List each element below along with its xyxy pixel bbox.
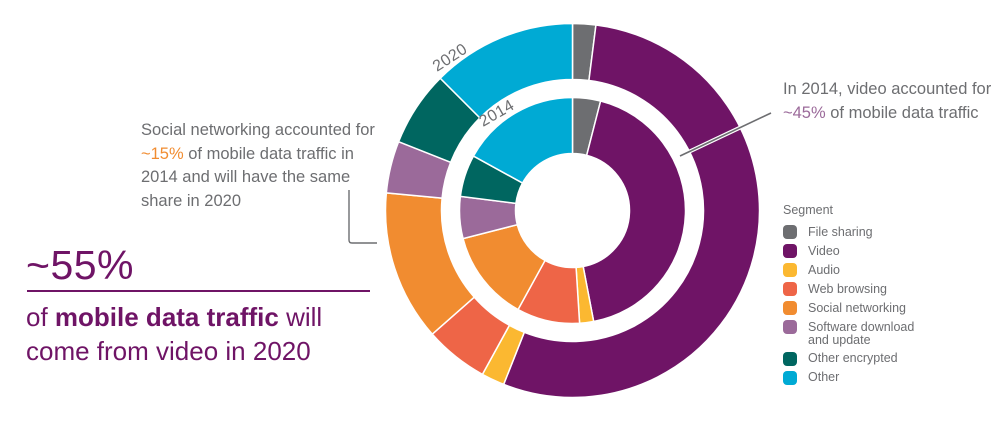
legend: Segment File sharing Video Audio Web browsi…	[783, 202, 993, 389]
legend-item: Other encrypted	[783, 351, 993, 366]
video-annotation: In 2014, video accounted for ~45% of mob…	[783, 78, 993, 125]
legend-title: Segment	[783, 203, 834, 217]
social-annotation-highlight: ~15%	[141, 144, 184, 163]
social-leader-line	[348, 190, 377, 244]
legend-swatch	[783, 263, 797, 277]
legend-label: Software download and update	[808, 319, 915, 347]
legend-swatch	[783, 370, 797, 385]
video-annotation-highlight: ~45%	[783, 103, 826, 122]
ring-2014	[458, 96, 687, 325]
headline-value: ~55%	[26, 242, 135, 288]
ring-2020	[384, 22, 761, 399]
legend-swatch	[783, 301, 797, 315]
social-annotation-text-end: of mobile data traffic in 2014 and will …	[141, 144, 354, 210]
social-annotation: Social networking accounted for ~15% of …	[141, 119, 391, 213]
legend-swatch	[783, 244, 797, 258]
headline-text-bold: mobile data traffic	[54, 302, 279, 332]
legend-item: Web browsing	[783, 281, 993, 296]
legend-swatch	[783, 282, 797, 296]
legend-swatch	[783, 351, 797, 366]
slice-2020-video	[502, 24, 761, 399]
headline-text-post: will come from video in 2020	[26, 302, 323, 366]
legend-item: Social networking	[783, 300, 993, 315]
headline-text-pre: of	[26, 302, 55, 332]
legend-label: Other	[808, 370, 840, 384]
legend-item: Video	[783, 243, 993, 258]
legend-item: Other	[783, 370, 993, 385]
headline-divider	[27, 290, 370, 292]
legend-label: Social networking	[808, 300, 906, 315]
slice-2014-video	[582, 100, 687, 323]
slice-2020-other	[439, 22, 574, 119]
legend-swatch	[783, 320, 797, 334]
video-leader-line	[679, 112, 772, 157]
legend-label: File sharing	[808, 224, 873, 239]
slice-2014-other	[472, 96, 574, 185]
legend-swatch	[783, 225, 797, 239]
legend-item: Audio	[783, 262, 993, 277]
legend-label: Web browsing	[808, 281, 887, 296]
legend-item: File sharing	[783, 224, 993, 239]
headline-text: of mobile data traffic will come from vi…	[26, 300, 386, 368]
social-annotation-text: Social networking accounted for	[141, 121, 375, 139]
legend-item: Software download and update	[783, 319, 993, 347]
video-annotation-text: In 2014, video accounted for	[783, 80, 992, 98]
legend-label: Other encrypted	[808, 351, 898, 365]
legend-label: Video	[808, 243, 840, 258]
video-annotation-text-end: of mobile data traffic	[825, 103, 979, 122]
legend-label: Audio	[808, 262, 840, 277]
